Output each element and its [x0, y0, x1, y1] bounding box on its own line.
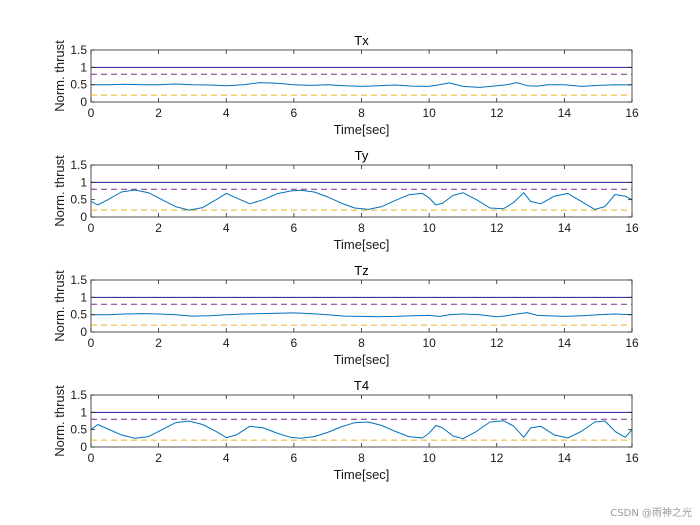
y-tick-label: 1.5	[70, 158, 87, 172]
x-tick-label: 16	[625, 106, 639, 120]
x-tick-label: 2	[155, 106, 162, 120]
x-tick-label: 8	[358, 106, 365, 120]
plot-area	[90, 279, 633, 333]
subplot-title: Tz	[354, 263, 368, 278]
watermark: CSDN @雨神之光	[610, 508, 692, 519]
y-tick-label: 1	[80, 290, 87, 304]
y-axis-label: Norm. thrust	[52, 270, 67, 342]
x-tick-label: 14	[558, 221, 572, 235]
y-tick-label: 0	[80, 440, 87, 454]
subplot-title: Ty	[355, 148, 369, 163]
y-tick-label: 1	[80, 405, 87, 419]
x-tick-label: 0	[88, 106, 95, 120]
x-tick-label: 6	[291, 451, 298, 465]
y-tick-label: 1.5	[70, 273, 87, 287]
x-tick-label: 14	[558, 451, 572, 465]
x-tick-label: 4	[223, 106, 230, 120]
x-axis-label: Time[sec]	[334, 237, 390, 252]
x-tick-label: 12	[490, 451, 504, 465]
y-tick-label: 1.5	[70, 388, 87, 402]
y-tick-label: 0.5	[70, 423, 87, 437]
y-axis-label: Norm. thrust	[52, 385, 67, 457]
x-tick-label: 4	[223, 336, 230, 350]
x-tick-label: 2	[155, 221, 162, 235]
y-tick-label: 0	[80, 210, 87, 224]
x-tick-label: 6	[291, 221, 298, 235]
x-tick-label: 12	[490, 336, 504, 350]
x-tick-label: 14	[558, 106, 572, 120]
x-tick-label: 10	[422, 221, 436, 235]
y-tick-label: 1	[80, 60, 87, 74]
x-tick-label: 2	[155, 336, 162, 350]
x-tick-label: 8	[358, 451, 365, 465]
x-tick-label: 14	[558, 336, 572, 350]
x-axis-label: Time[sec]	[334, 352, 390, 367]
y-tick-label: 0	[80, 325, 87, 339]
x-tick-label: 2	[155, 451, 162, 465]
x-tick-label: 8	[358, 336, 365, 350]
plot-area	[90, 49, 633, 103]
x-tick-label: 12	[490, 106, 504, 120]
x-tick-label: 4	[223, 221, 230, 235]
series-line	[91, 82, 633, 88]
y-tick-label: 0.5	[70, 78, 87, 92]
x-tick-label: 10	[422, 336, 436, 350]
subplot-title: T4	[354, 378, 369, 393]
y-tick-label: 1.5	[70, 43, 87, 57]
y-tick-label: 0.5	[70, 193, 87, 207]
x-tick-label: 0	[88, 336, 95, 350]
x-tick-label: 0	[88, 451, 95, 465]
y-tick-label: 1	[80, 175, 87, 189]
series-line	[90, 189, 633, 211]
x-tick-label: 4	[223, 451, 230, 465]
subplot-title: Tx	[354, 33, 369, 48]
x-tick-label: 12	[490, 221, 504, 235]
y-axis-label: Norm. thrust	[52, 40, 67, 112]
series-line	[90, 420, 633, 440]
x-tick-label: 16	[625, 451, 639, 465]
x-tick-label: 6	[291, 336, 298, 350]
y-axis-label: Norm. thrust	[52, 155, 67, 227]
x-tick-label: 16	[625, 221, 639, 235]
y-tick-label: 0.5	[70, 308, 87, 322]
series-line	[91, 312, 633, 318]
x-tick-label: 10	[422, 106, 436, 120]
y-tick-label: 0	[80, 95, 87, 109]
x-axis-label: Time[sec]	[334, 122, 390, 137]
x-tick-label: 6	[291, 106, 298, 120]
x-axis-label: Time[sec]	[334, 467, 390, 482]
x-tick-label: 0	[88, 221, 95, 235]
plot-area	[90, 394, 633, 448]
x-tick-label: 10	[422, 451, 436, 465]
x-tick-label: 16	[625, 336, 639, 350]
x-tick-label: 8	[358, 221, 365, 235]
